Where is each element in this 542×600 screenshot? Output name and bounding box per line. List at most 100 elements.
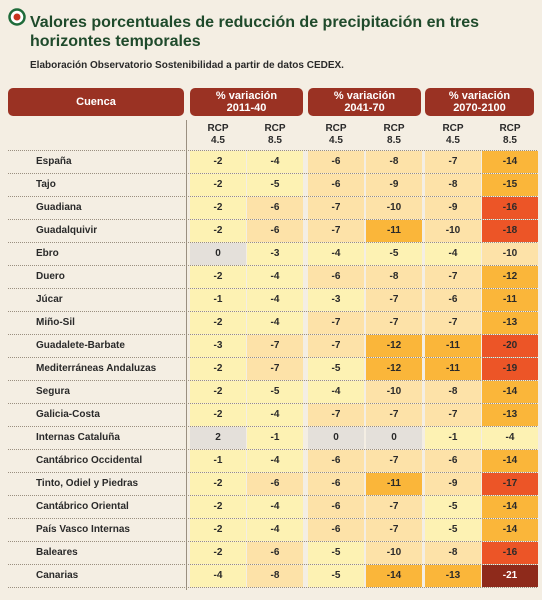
cell-value: -14	[386, 570, 402, 581]
value-cell: -4	[247, 519, 303, 541]
value-cell: -7	[425, 312, 481, 334]
value-cell: -19	[482, 358, 538, 380]
cell-value: -6	[270, 547, 280, 558]
value-cell: -12	[482, 266, 538, 288]
basin-name: Mediterráneas Andaluzas	[36, 363, 157, 374]
cell-value: -14	[502, 156, 518, 167]
value-cell: -8	[366, 266, 422, 288]
cell-value: -12	[386, 340, 402, 351]
value-cell: -1	[190, 450, 246, 472]
cell-value: -8	[389, 271, 399, 282]
cell-value: -12	[386, 363, 402, 374]
cell-value: -8	[448, 179, 458, 190]
cell-value: -13	[502, 409, 518, 420]
logo	[8, 8, 26, 26]
cell-value: -19	[502, 363, 518, 374]
value-cell: -4	[247, 312, 303, 334]
subtitle: Elaboración Observatorio Sostenibilidad …	[30, 60, 344, 71]
value-cell: -10	[425, 220, 481, 242]
value-cell: -7	[425, 404, 481, 426]
cell-value: -4	[270, 271, 280, 282]
value-cell: -7	[247, 335, 303, 357]
cell-value: -7	[331, 317, 341, 328]
basin-name: Segura	[36, 386, 70, 397]
period-label: % variación	[215, 90, 278, 102]
row-separator	[8, 403, 537, 404]
value-cell: -6	[247, 542, 303, 564]
cell-value: -8	[389, 156, 399, 167]
cell-value: -5	[331, 363, 341, 374]
cell-value: -2	[213, 547, 223, 558]
value-cell: -2	[190, 542, 246, 564]
row-separator	[8, 357, 537, 358]
cell-value: -8	[448, 386, 458, 397]
value-cell: -13	[482, 312, 538, 334]
cell-value: -6	[270, 225, 280, 236]
value-cell: -3	[308, 289, 364, 311]
value-cell: -2	[190, 197, 246, 219]
value-cell: 0	[308, 427, 364, 449]
cell-value: -6	[331, 524, 341, 535]
cell-value: -6	[270, 202, 280, 213]
cell-value: -6	[448, 455, 458, 466]
scenario-header: RCP	[442, 123, 464, 134]
cell-value: -9	[389, 179, 399, 190]
value-cell: -7	[366, 496, 422, 518]
value-cell: -14	[482, 151, 538, 173]
value-cell: -8	[247, 565, 303, 587]
value-cell: -20	[482, 335, 538, 357]
cell-value: -3	[213, 340, 223, 351]
value-cell: -10	[366, 197, 422, 219]
period-header: % variación 2041-70	[308, 88, 421, 116]
cell-value: -4	[270, 156, 280, 167]
basin-name: Miño-Sil	[36, 317, 75, 328]
row-separator	[8, 334, 537, 335]
cell-value: -2	[213, 524, 223, 535]
value-cell: -2	[190, 404, 246, 426]
period-range: 2011-40	[226, 102, 267, 114]
cell-value: -14	[502, 386, 518, 397]
cell-value: -7	[448, 317, 458, 328]
cell-value: -17	[502, 478, 518, 489]
cell-value: -2	[213, 501, 223, 512]
row-separator	[8, 265, 537, 266]
row-separator	[8, 196, 537, 197]
value-cell: -11	[425, 358, 481, 380]
basin-name: Cantábrico Oriental	[36, 501, 129, 512]
value-cell: 0	[190, 243, 246, 265]
cell-value: 2	[215, 432, 221, 443]
value-cell: -9	[366, 174, 422, 196]
cell-value: -14	[502, 501, 518, 512]
scenario-header: RCP	[325, 123, 347, 134]
basin-name: Guadiana	[36, 202, 82, 213]
value-cell: -10	[366, 542, 422, 564]
cell-value: -18	[502, 225, 518, 236]
value-cell: -8	[366, 151, 422, 173]
period-label: % variación	[333, 90, 396, 102]
scenario-header: 4.5	[446, 135, 460, 146]
value-cell: -4	[190, 565, 246, 587]
cell-value: -16	[502, 202, 518, 213]
scenario-header: 8.5	[268, 135, 282, 146]
value-cell: -1	[190, 289, 246, 311]
value-cell: -1	[425, 427, 481, 449]
cell-value: -7	[389, 294, 399, 305]
value-cell: -11	[366, 473, 422, 495]
value-cell: -5	[425, 519, 481, 541]
cell-value: -2	[213, 317, 223, 328]
cell-value: -2	[213, 363, 223, 374]
cell-value: -6	[331, 455, 341, 466]
cell-value: -14	[502, 524, 518, 535]
period-range: 2070-2100	[453, 102, 506, 114]
cell-value: -2	[213, 409, 223, 420]
cell-value: -7	[448, 156, 458, 167]
period-range: 2041-70	[344, 102, 385, 114]
value-cell: -16	[482, 197, 538, 219]
value-cell: -2	[190, 151, 246, 173]
basin-name: Tinto, Odiel y Piedras	[36, 478, 139, 489]
cell-value: -5	[389, 248, 399, 259]
cell-value: -2	[213, 156, 223, 167]
cell-value: -4	[270, 524, 280, 535]
cell-value: -5	[331, 547, 341, 558]
